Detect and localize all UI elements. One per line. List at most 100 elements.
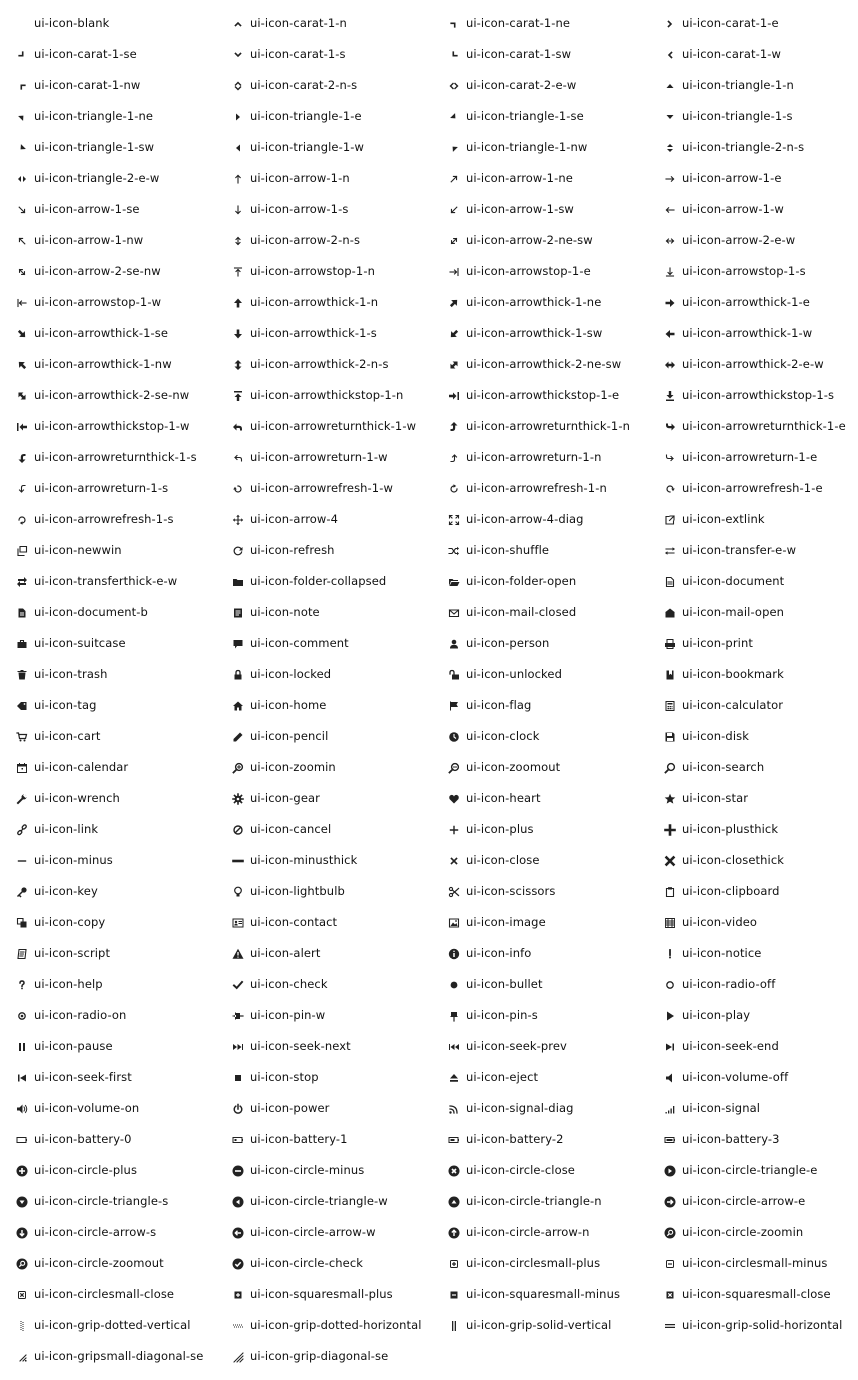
icon-list-item: ui-icon-closethick: [648, 845, 858, 876]
arrowrefresh-1-n-icon: [448, 483, 460, 495]
icon-list-item: ui-icon-lightbulb: [216, 876, 432, 907]
arrow-1-w-icon: [664, 204, 676, 216]
icon-class-label: ui-icon-carat-1-w: [682, 46, 782, 61]
icon-class-label: ui-icon-arrowreturn-1-e: [682, 449, 818, 464]
icon-list-item: ui-icon-radio-off: [648, 969, 858, 1000]
arrowreturn-1-e-icon: [664, 452, 676, 464]
pause-icon: [16, 1041, 28, 1053]
alert-icon: [232, 948, 244, 960]
closethick-icon: [664, 855, 676, 867]
icon-class-label: ui-icon-seek-end: [682, 1038, 779, 1053]
icon-list-item: ui-icon-triangle-2-n-s: [648, 132, 858, 163]
image-icon: [448, 917, 460, 929]
icon-class-label: ui-icon-circle-close: [466, 1162, 575, 1177]
script-icon: [16, 948, 28, 960]
icon-class-label: ui-icon-arrow-2-se-nw: [34, 263, 161, 278]
icon-list-item: ui-icon-arrowthick-1-nw: [0, 349, 216, 380]
icon-class-label: ui-icon-arrowthick-2-ne-sw: [466, 356, 622, 371]
icon-list-item: ui-icon-arrow-1-ne: [432, 163, 648, 194]
arrowthick-1-se-icon: [16, 328, 28, 340]
icon-class-label: ui-icon-circle-triangle-w: [250, 1193, 388, 1208]
icon-list-item: ui-icon-tag: [0, 690, 216, 721]
icon-class-label: ui-icon-arrow-4-diag: [466, 511, 584, 526]
icon-list-item: ui-icon-folder-open: [432, 566, 648, 597]
arrowthick-1-nw-icon: [16, 359, 28, 371]
transfer-e-w-icon: [664, 545, 676, 557]
arrowreturnthick-1-s-icon: [16, 452, 28, 464]
plus-icon: [448, 824, 460, 836]
icon-list-item: ui-icon-refresh: [216, 535, 432, 566]
icon-list-item: ui-icon-help: [0, 969, 216, 1000]
icon-list-item: ui-icon-seek-end: [648, 1031, 858, 1062]
arrowthickstop-1-s-icon: [664, 390, 676, 402]
icon-list-item: ui-icon-circle-minus: [216, 1155, 432, 1186]
pin-s-icon: [448, 1010, 460, 1022]
icon-class-label: ui-icon-plus: [466, 821, 534, 836]
circle-arrow-n-icon: [448, 1227, 460, 1239]
icon-class-label: ui-icon-bullet: [466, 976, 543, 991]
arrowreturn-1-s-icon: [16, 483, 28, 495]
icon-class-label: ui-icon-link: [34, 821, 99, 836]
icon-list-item: ui-icon-arrowreturn-1-s: [0, 473, 216, 504]
icon-list-item: ui-icon-blank: [0, 8, 216, 39]
icon-list-item: ui-icon-notice: [648, 938, 858, 969]
icon-list-item: ui-icon-squaresmall-close: [648, 1279, 858, 1310]
circle-close-icon: [448, 1165, 460, 1177]
info-icon: [448, 948, 460, 960]
icon-class-label: ui-icon-seek-prev: [466, 1038, 567, 1053]
icon-class-label: ui-icon-circle-minus: [250, 1162, 365, 1177]
carat-1-e-icon: [664, 18, 676, 30]
icon-class-label: ui-icon-arrowthickstop-1-e: [466, 387, 620, 402]
zoomin-icon: [232, 762, 244, 774]
arrowthick-1-w-icon: [664, 328, 676, 340]
icon-class-label: ui-icon-triangle-1-n: [682, 77, 794, 92]
seek-prev-icon: [448, 1041, 460, 1053]
icon-class-label: ui-icon-circle-triangle-s: [34, 1193, 169, 1208]
radio-off-icon: [664, 979, 676, 991]
carat-2-e-w-icon: [448, 80, 460, 92]
squaresmall-plus-icon: [232, 1289, 244, 1301]
icon-list-item: ui-icon-arrowthickstop-1-n: [216, 380, 432, 411]
link-icon: [16, 823, 28, 836]
icon-list-item: ui-icon-circle-arrow-e: [648, 1186, 858, 1217]
calculator-icon: [664, 700, 676, 712]
bullet-icon: [448, 979, 460, 991]
arrow-1-sw-icon: [448, 204, 460, 216]
icon-list-item: ui-icon-circlesmall-minus: [648, 1248, 858, 1279]
icon-list-item: ui-icon-flag: [432, 690, 648, 721]
icon-list-item: ui-icon-calendar: [0, 752, 216, 783]
icon-class-label: ui-icon-trash: [34, 666, 108, 681]
circle-triangle-w-icon: [232, 1196, 244, 1208]
icon-list-item: ui-icon-arrow-2-e-w: [648, 225, 858, 256]
minusthick-icon: [232, 855, 244, 867]
icon-list-item: ui-icon-arrow-2-se-nw: [0, 256, 216, 287]
icon-list-item: ui-icon-bookmark: [648, 659, 858, 690]
clipboard-icon: [664, 886, 676, 898]
icon-class-label: ui-icon-arrowthick-1-n: [250, 294, 379, 309]
icon-list-item: ui-icon-gripsmall-diagonal-se: [0, 1341, 216, 1372]
signal-diag-icon: [448, 1103, 460, 1115]
icon-class-label: ui-icon-radio-off: [682, 976, 776, 991]
icon-class-label: ui-icon-heart: [466, 790, 541, 805]
icon-class-label: ui-icon-arrowthick-1-nw: [34, 356, 172, 371]
icon-list-item: ui-icon-arrow-2-ne-sw: [432, 225, 648, 256]
icon-class-label: ui-icon-transfer-e-w: [682, 542, 797, 557]
icon-class-label: ui-icon-seek-next: [250, 1038, 351, 1053]
icon-list-item: ui-icon-arrow-1-s: [216, 194, 432, 225]
icon-list-item: ui-icon-clock: [432, 721, 648, 752]
icon-class-label: ui-icon-squaresmall-plus: [250, 1286, 393, 1301]
arrowreturnthick-1-e-icon: [664, 421, 676, 433]
icon-class-label: ui-icon-calendar: [34, 759, 129, 774]
arrow-2-n-s-icon: [232, 235, 244, 247]
carat-1-n-icon: [232, 18, 244, 30]
icon-class-label: ui-icon-tag: [34, 697, 97, 712]
icon-list-item: ui-icon-transfer-e-w: [648, 535, 858, 566]
icon-class-label: ui-icon-battery-1: [250, 1131, 348, 1146]
icon-list-item: ui-icon-arrowrefresh-1-s: [0, 504, 216, 535]
wrench-icon: [16, 793, 28, 805]
icon-list-item: ui-icon-seek-first: [0, 1062, 216, 1093]
print-icon: [664, 638, 676, 650]
arrow-1-nw-icon: [16, 235, 28, 247]
icon-list-item: ui-icon-arrowrefresh-1-w: [216, 473, 432, 504]
icon-list-item: ui-icon-arrowthick-1-n: [216, 287, 432, 318]
